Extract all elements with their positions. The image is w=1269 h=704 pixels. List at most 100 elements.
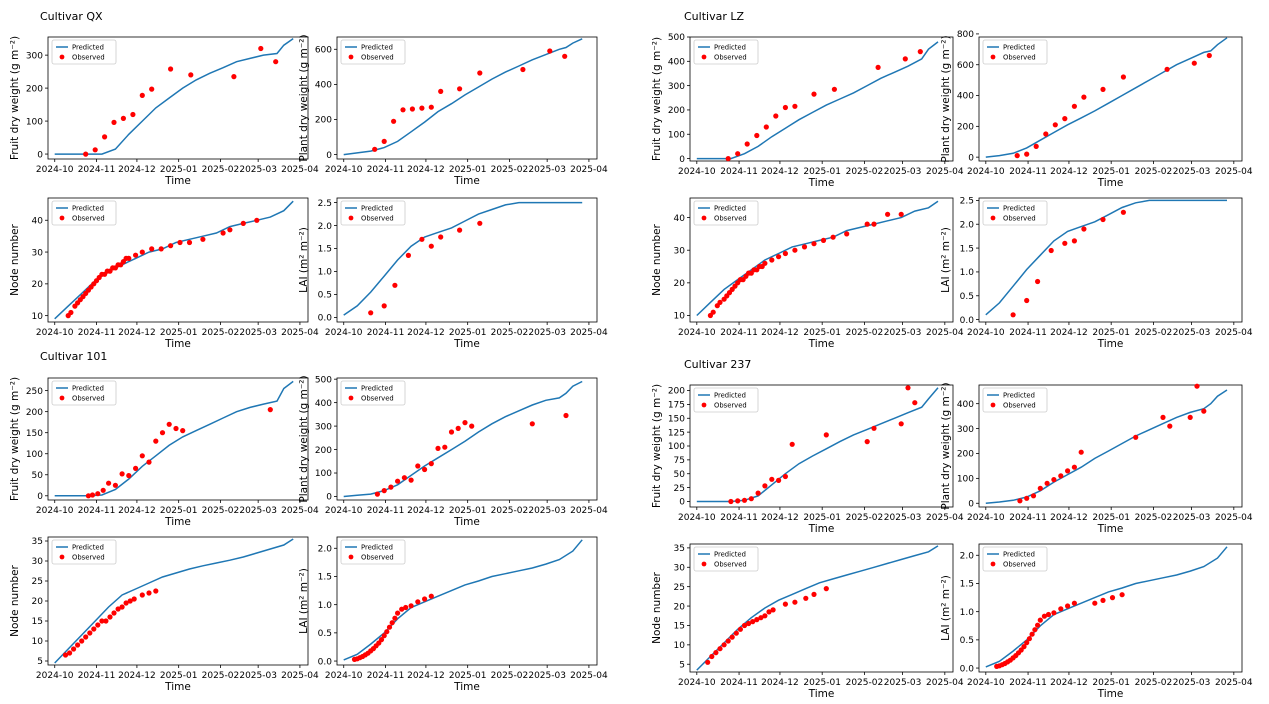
- observed-point: [442, 444, 448, 450]
- observed-point: [741, 622, 748, 629]
- observed-point: [1071, 103, 1077, 109]
- observed-point: [127, 598, 133, 604]
- legend: Predicted Observed: [340, 200, 406, 226]
- y-tick-label: 2.5: [960, 197, 974, 207]
- legend-box: [340, 200, 406, 226]
- x-tick-label: 2024-10: [36, 328, 74, 338]
- legend-box: [982, 546, 1048, 572]
- x-axis-label: Time: [453, 516, 480, 528]
- plot-frame: [47, 36, 309, 160]
- observed-point: [428, 104, 434, 110]
- observed-point: [1167, 423, 1173, 429]
- y-tick-label: 0.0: [960, 316, 975, 326]
- x-tick-label: 2025-02: [1135, 678, 1173, 688]
- y-tick-label: 400: [668, 58, 685, 68]
- observed-point: [177, 239, 183, 246]
- legend-box: [51, 539, 117, 565]
- chart-cultivar-qx-fruit: 2024-10 2024-11 2024-12 2025-01 2025-02 2025-…: [9, 36, 319, 187]
- y-tick-label: 0: [679, 498, 685, 508]
- observed-point: [725, 638, 731, 644]
- y-tick-label: 175: [668, 401, 685, 411]
- x-tick-label: 2025-04: [570, 671, 608, 681]
- y-tick-label: 30: [674, 563, 686, 573]
- legend-observed-swatch: [990, 54, 996, 60]
- y-tick-label: 25: [674, 583, 685, 593]
- x-tick-label: 2024-12: [407, 328, 445, 338]
- observed-point: [1071, 600, 1077, 606]
- legend-box: [340, 539, 406, 565]
- x-tick-label: 2024-11: [720, 678, 758, 688]
- observed-point: [462, 420, 468, 426]
- observed-point: [399, 606, 405, 612]
- y-tick-label: 30: [32, 248, 44, 258]
- observed-point: [455, 425, 461, 431]
- predicted-line: [985, 389, 1228, 505]
- observed-point: [737, 626, 744, 632]
- x-tick-label: 2025-03: [239, 165, 277, 175]
- observed-point: [87, 630, 93, 636]
- observed-point: [139, 249, 145, 255]
- legend: Predicted Observed: [982, 39, 1048, 65]
- observed-point: [438, 88, 444, 94]
- observed-point: [67, 650, 73, 656]
- observed-point: [112, 482, 118, 488]
- legend-box: [982, 39, 1048, 65]
- observed-point: [735, 498, 741, 504]
- y-tick-label: 10: [32, 637, 44, 647]
- observed-point: [763, 124, 769, 130]
- observed-point: [408, 603, 414, 609]
- x-tick-label: 2024-11: [720, 167, 758, 177]
- plot-frame: [978, 36, 1243, 162]
- observed-point: [898, 421, 904, 427]
- observed-point: [750, 619, 756, 625]
- observed-point: [1133, 434, 1139, 440]
- predicted-line: [696, 545, 939, 671]
- legend-observed-label: Observed: [72, 554, 105, 562]
- legend-box: [693, 200, 759, 226]
- observed-point: [126, 255, 132, 261]
- chart-cultivar-101-lai: 2024-10 2024-11 2024-12 2025-01 2025-02 2025-…: [298, 536, 608, 693]
- observed-point: [529, 421, 535, 427]
- x-tick-label: 2024-11: [367, 165, 405, 175]
- legend-box: [693, 546, 759, 572]
- chart-cultivar-237-node: 2024-10 2024-11 2024-12 2025-01 2025-02 2025-…: [651, 543, 964, 700]
- y-tick-label: 1.5: [960, 580, 974, 590]
- x-tick-label: 2025-02: [202, 671, 240, 681]
- observed-point: [149, 86, 155, 92]
- observed-point: [1037, 485, 1043, 491]
- observed-point: [1030, 493, 1037, 499]
- y-axis-label: LAI (m² m⁻²): [940, 227, 952, 293]
- legend-observed-swatch: [348, 395, 354, 401]
- legend-observed-swatch: [348, 215, 354, 221]
- x-tick-label: 2024-11: [1009, 678, 1047, 688]
- legend-box: [982, 387, 1048, 413]
- y-tick-label: 20: [674, 279, 686, 289]
- observed-point: [457, 86, 463, 92]
- observed-point: [754, 617, 760, 623]
- y-tick-label: 500: [315, 375, 332, 385]
- observed-point: [68, 309, 74, 316]
- observed-point: [792, 247, 798, 253]
- observed-point: [1058, 473, 1064, 479]
- legend-observed-label: Observed: [1003, 402, 1036, 410]
- observed-point: [115, 606, 121, 612]
- observed-point: [384, 629, 390, 635]
- observed-point: [477, 70, 483, 76]
- x-tick-label: 2025-02: [202, 506, 240, 516]
- legend-predicted-label: Predicted: [72, 385, 104, 393]
- x-tick-label: 2025-01: [1092, 678, 1130, 688]
- legend: Predicted Observed: [340, 539, 406, 565]
- y-tick-label: 400: [315, 81, 332, 91]
- x-tick-label: 2024-12: [1050, 167, 1088, 177]
- x-tick-label: 2025-02: [491, 671, 529, 681]
- chart-cultivar-qx-lai: 2024-10 2024-11 2024-12 2025-01 2025-02 2025-…: [298, 197, 608, 350]
- observed-point: [563, 412, 569, 419]
- y-tick-label: 300: [957, 425, 974, 435]
- x-tick-label: 2025-02: [491, 328, 529, 338]
- x-tick-label: 2025-02: [1135, 513, 1173, 523]
- x-tick-label: 2024-10: [325, 506, 363, 516]
- x-tick-label: 2025-01: [160, 328, 198, 338]
- observed-point: [1120, 74, 1126, 80]
- observed-point: [180, 428, 186, 434]
- observed-point: [776, 254, 782, 260]
